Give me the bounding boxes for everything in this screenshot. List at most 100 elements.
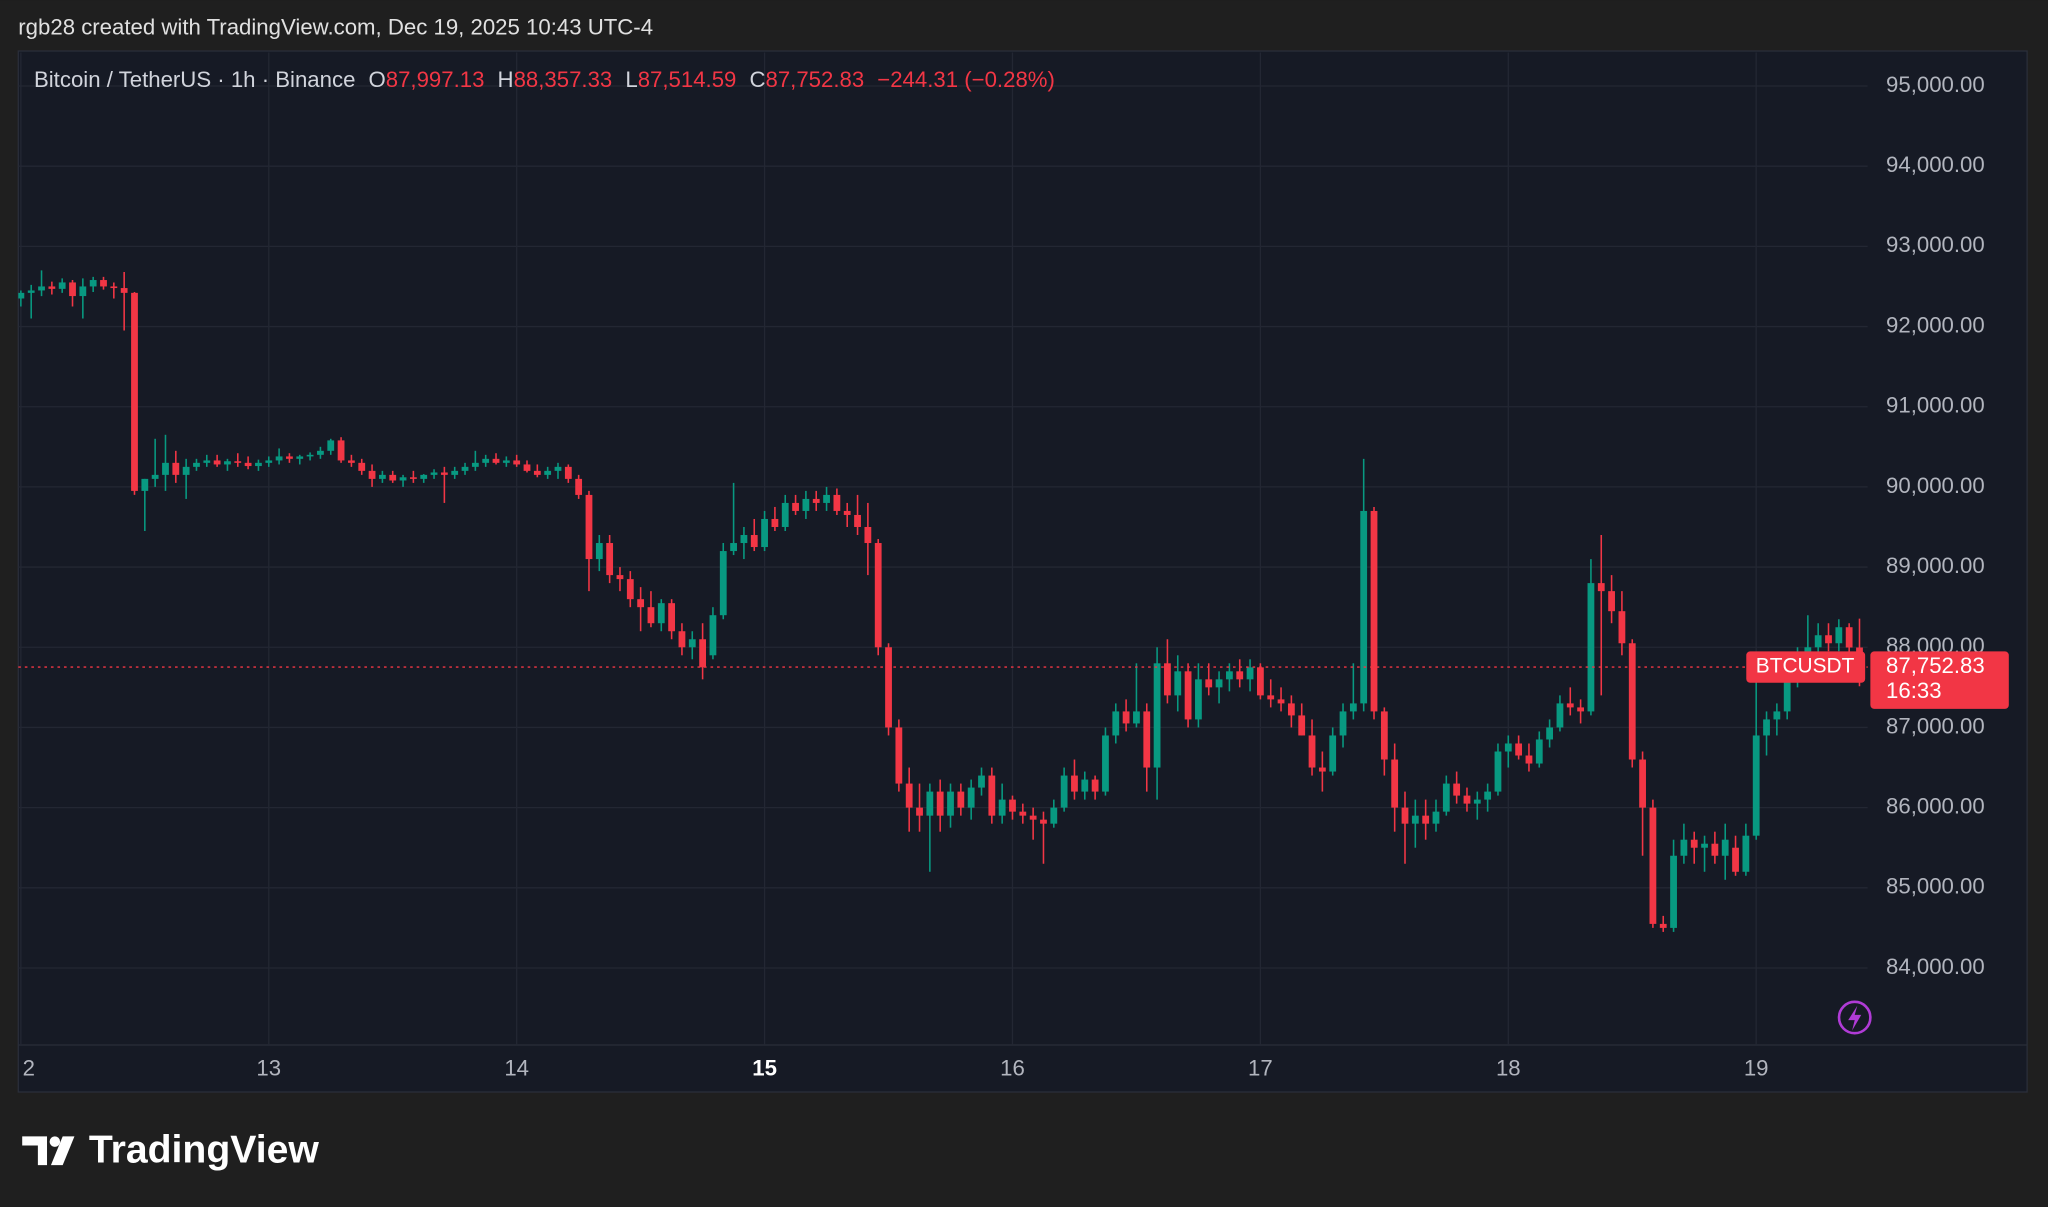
y-tick-label: 93,000.00 <box>1886 232 1985 257</box>
candle-body <box>1318 767 1326 772</box>
candle-body <box>1587 583 1595 712</box>
candle-body <box>296 456 304 459</box>
candle-body <box>89 280 97 287</box>
candle-body <box>544 470 552 475</box>
candle-body <box>575 478 583 495</box>
candle-body <box>1009 799 1016 812</box>
candle-body <box>1174 671 1182 696</box>
y-tick-label: 84,000.00 <box>1886 954 1985 979</box>
candle-body <box>1566 703 1574 708</box>
candle-body <box>1494 751 1502 792</box>
candle-body <box>1835 627 1843 644</box>
candle-body <box>18 292 25 299</box>
candle-body <box>1463 795 1471 804</box>
candle-body <box>709 615 717 656</box>
candle-body <box>327 440 335 451</box>
candle-body <box>812 498 820 503</box>
candle-body <box>523 464 531 471</box>
candle-body <box>978 775 985 788</box>
x-tick-label: 18 <box>1496 1056 1521 1081</box>
grid <box>18 52 1868 1045</box>
candle-body <box>461 466 469 471</box>
y-tick-label: 85,000.00 <box>1886 874 1985 899</box>
candle-body <box>1825 635 1832 644</box>
candle-body <box>306 454 314 457</box>
candle-body <box>1277 699 1285 704</box>
candle-body <box>1525 755 1533 764</box>
candle-body <box>1473 799 1481 804</box>
candle-body <box>1442 783 1450 812</box>
candle-body <box>647 607 655 624</box>
symbol-title: Bitcoin / TetherUS · 1h · Binance <box>34 67 355 92</box>
x-tick-label: 16 <box>1000 1056 1025 1081</box>
candle-body <box>1391 759 1399 808</box>
candle-body <box>1164 663 1171 696</box>
x-tick-label: 17 <box>1248 1056 1273 1081</box>
candle-body <box>771 518 779 527</box>
candle-body <box>781 502 789 527</box>
candle-body <box>699 639 707 668</box>
x-tick-label: 14 <box>504 1056 529 1081</box>
candle-body <box>58 282 66 289</box>
candle-body <box>957 791 965 808</box>
ohlc-label: C <box>749 67 765 92</box>
candle-body <box>988 775 996 816</box>
candle-body <box>234 461 242 463</box>
candle-body <box>1287 703 1295 716</box>
candle-body <box>1298 715 1306 736</box>
x-tick-label: 2 <box>23 1056 35 1081</box>
candle-body <box>275 456 283 461</box>
candle-body <box>1308 735 1316 768</box>
y-tick-label: 95,000.00 <box>1886 72 1985 97</box>
candle-body <box>1804 647 1812 656</box>
candle-body <box>1411 815 1419 824</box>
candle-body <box>1659 923 1667 928</box>
candle-body <box>761 518 768 548</box>
candle-body <box>224 461 231 465</box>
candle-body <box>440 472 448 475</box>
candle-body <box>368 470 376 479</box>
candle-body <box>1143 711 1151 768</box>
candle-body <box>1370 510 1378 712</box>
candle-body <box>203 460 211 463</box>
candle-body <box>1153 663 1161 768</box>
candle-body <box>213 460 221 465</box>
candle-body <box>1535 739 1543 764</box>
candle-body <box>1742 835 1750 872</box>
candle-body <box>1628 643 1636 760</box>
candle-body <box>265 460 273 463</box>
candle-body <box>69 282 76 297</box>
x-tick-label: 13 <box>256 1056 281 1081</box>
candle-body <box>626 579 634 600</box>
candle-body <box>1267 695 1275 700</box>
candle-body <box>1752 735 1760 836</box>
symbol-badge <box>1746 651 1866 683</box>
credit: rgb28 created with TradingView.com, Dec … <box>18 15 653 40</box>
candle-body <box>1783 679 1791 712</box>
candle-body <box>833 494 841 511</box>
candle-body <box>430 472 438 475</box>
candle-body <box>1618 611 1626 644</box>
candle-body <box>420 474 428 479</box>
y-tick-label: 86,000.00 <box>1886 793 1985 818</box>
candle-body <box>399 477 407 481</box>
candle-body <box>502 460 510 463</box>
ohlc-label: O <box>368 67 385 92</box>
brand-logo <box>22 1136 75 1166</box>
alert-icon[interactable] <box>1837 1000 1872 1035</box>
candle-body <box>1256 667 1264 696</box>
candle-body <box>348 460 355 463</box>
candle-body <box>1721 839 1729 856</box>
candle-body <box>1711 843 1719 856</box>
candle-body <box>668 603 676 632</box>
candle-body <box>1504 743 1512 752</box>
candle-body <box>38 286 45 291</box>
candle-body <box>1122 711 1130 724</box>
candle-body <box>926 791 934 816</box>
candle-body <box>1205 679 1213 688</box>
candle-body <box>1019 811 1027 816</box>
x-tick-label: 19 <box>1744 1056 1769 1081</box>
candle-body <box>936 791 944 816</box>
candle-body <box>998 799 1006 816</box>
